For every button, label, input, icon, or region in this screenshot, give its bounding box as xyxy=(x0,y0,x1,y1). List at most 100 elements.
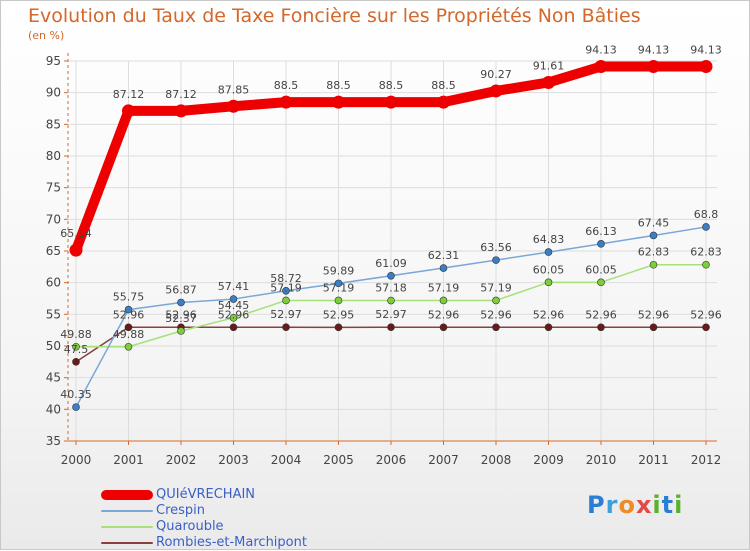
point-quievrechain-2012 xyxy=(699,60,713,74)
point-crespin-2009 xyxy=(544,248,553,256)
point-quarouble-2011 xyxy=(649,260,658,269)
data-label-rombies-2012: 52.96 xyxy=(690,308,722,321)
legend-swatch-quievrechain xyxy=(101,490,153,500)
x-tick-label-2005: 2005 xyxy=(323,453,354,467)
logo-letter: P xyxy=(587,491,606,519)
data-label-crespin-2001: 55.75 xyxy=(113,291,145,304)
data-label-crespin-2009: 64.83 xyxy=(533,233,565,246)
x-tick-label-2009: 2009 xyxy=(533,453,564,467)
y-unit-label: (en %) xyxy=(28,29,65,42)
y-tick-label-70: 70 xyxy=(46,212,61,226)
data-label-quievrechain-2006: 88.5 xyxy=(379,79,404,92)
point-rombies-2000 xyxy=(72,358,80,366)
y-tick-label-75: 75 xyxy=(46,181,61,195)
data-label-rombies-2000: 47.5 xyxy=(64,343,89,356)
data-label-rombies-2006: 52.97 xyxy=(375,308,407,321)
point-crespin-2005 xyxy=(334,279,343,288)
data-label-quievrechain-2000: 65.14 xyxy=(60,227,92,240)
point-crespin-2010 xyxy=(597,240,605,248)
point-rombies-2005 xyxy=(334,323,343,332)
logo-letter: i xyxy=(652,491,662,519)
data-label-quievrechain-2008: 90.27 xyxy=(480,68,512,81)
point-rombies-2004 xyxy=(282,323,290,331)
data-label-quievrechain-2002: 87.12 xyxy=(165,88,197,101)
point-quievrechain-2006 xyxy=(384,95,398,109)
data-label-crespin-2004: 58.72 xyxy=(270,272,302,285)
data-label-crespin-2011: 67.45 xyxy=(638,216,670,229)
data-label-quarouble-2001: 49.88 xyxy=(113,328,145,341)
point-quievrechain-2000 xyxy=(69,243,83,257)
point-crespin-2004 xyxy=(282,286,290,295)
point-crespin-2012 xyxy=(702,223,710,231)
data-label-crespin-2012: 68.8 xyxy=(694,208,719,221)
data-label-rombies-2004: 52.97 xyxy=(270,308,302,321)
point-quievrechain-2007 xyxy=(437,95,450,109)
x-tick-label-2000: 2000 xyxy=(61,453,92,467)
data-label-crespin-2006: 61.09 xyxy=(375,257,407,270)
point-quievrechain-2004 xyxy=(279,95,293,109)
data-label-quarouble-2011: 62.83 xyxy=(638,246,670,259)
data-label-rombies-2010: 52.96 xyxy=(585,308,617,321)
data-label-crespin-2000: 40.35 xyxy=(60,388,92,401)
point-rombies-2006 xyxy=(387,323,395,331)
legend-label-quarouble: Quarouble xyxy=(156,519,224,534)
point-quarouble-2010 xyxy=(597,278,605,287)
point-crespin-2003 xyxy=(229,295,238,303)
data-label-quarouble-2010: 60.05 xyxy=(585,263,617,276)
data-label-quarouble-2000: 49.88 xyxy=(60,328,92,341)
y-tick-label-80: 80 xyxy=(46,149,61,163)
data-label-quarouble-2007: 57.19 xyxy=(428,281,460,294)
data-label-quarouble-2006: 57.18 xyxy=(375,282,407,295)
data-label-rombies-2007: 52.96 xyxy=(428,308,460,321)
y-tick-label-60: 60 xyxy=(46,276,61,290)
data-label-quarouble-2002: 52.37 xyxy=(165,312,197,325)
data-label-quarouble-2009: 60.05 xyxy=(533,263,565,276)
data-label-quievrechain-2004: 88.5 xyxy=(274,79,299,92)
logo-letter: i xyxy=(674,491,684,519)
legend-label-crespin: Crespin xyxy=(156,503,206,518)
data-label-quievrechain-2005: 88.5 xyxy=(326,79,351,92)
data-label-crespin-2008: 63.56 xyxy=(480,241,512,254)
point-crespin-2001 xyxy=(124,305,133,314)
x-tick-label-2004: 2004 xyxy=(271,453,302,467)
x-tick-label-2006: 2006 xyxy=(376,453,407,467)
logo-letter: t xyxy=(661,491,675,519)
point-crespin-2002 xyxy=(177,298,185,307)
point-quievrechain-2008 xyxy=(489,84,503,98)
point-crespin-2006 xyxy=(387,271,395,280)
legend-swatch-rombies xyxy=(101,542,153,544)
data-label-rombies-2009: 52.96 xyxy=(533,308,565,321)
point-quarouble-2002 xyxy=(177,327,185,335)
x-tick-label-2002: 2002 xyxy=(166,453,197,467)
data-label-crespin-2005: 59.89 xyxy=(323,264,355,277)
data-label-quarouble-2004: 57.19 xyxy=(270,281,302,294)
point-quarouble-2009 xyxy=(544,278,553,287)
x-tick-label-2008: 2008 xyxy=(481,453,512,467)
data-label-crespin-2003: 57.41 xyxy=(218,280,250,293)
data-label-rombies-2008: 52.96 xyxy=(480,308,512,321)
point-quarouble-2008 xyxy=(492,296,500,305)
logo-letter: r xyxy=(605,491,619,519)
point-rombies-2010 xyxy=(597,323,605,332)
x-tick-label-2011: 2011 xyxy=(638,453,669,467)
data-label-quarouble-2003: 54.45 xyxy=(218,299,250,312)
y-tick-label-55: 55 xyxy=(46,307,61,321)
data-label-quievrechain-2001: 87.12 xyxy=(113,88,145,101)
legend-swatch-crespin xyxy=(101,510,153,512)
point-rombies-2007 xyxy=(439,323,448,332)
point-quarouble-2006 xyxy=(387,296,395,305)
data-label-crespin-2002: 56.87 xyxy=(165,283,197,296)
proxiti-logo: Proxiti xyxy=(587,491,683,519)
data-label-quievrechain-2009: 91.61 xyxy=(533,59,565,72)
point-quievrechain-2009 xyxy=(542,75,555,89)
data-label-quarouble-2012: 62.83 xyxy=(690,246,722,259)
data-label-quievrechain-2003: 87.85 xyxy=(218,83,250,96)
y-tick-label-50: 50 xyxy=(46,339,61,353)
data-label-rombies-2005: 52.95 xyxy=(323,308,355,321)
point-quievrechain-2001 xyxy=(122,104,135,118)
point-crespin-2011 xyxy=(649,231,658,240)
x-tick-label-2001: 2001 xyxy=(113,453,144,467)
chart-title: Evolution du Taux de Taxe Foncière sur l… xyxy=(28,5,641,27)
y-tick-label-40: 40 xyxy=(46,402,61,416)
